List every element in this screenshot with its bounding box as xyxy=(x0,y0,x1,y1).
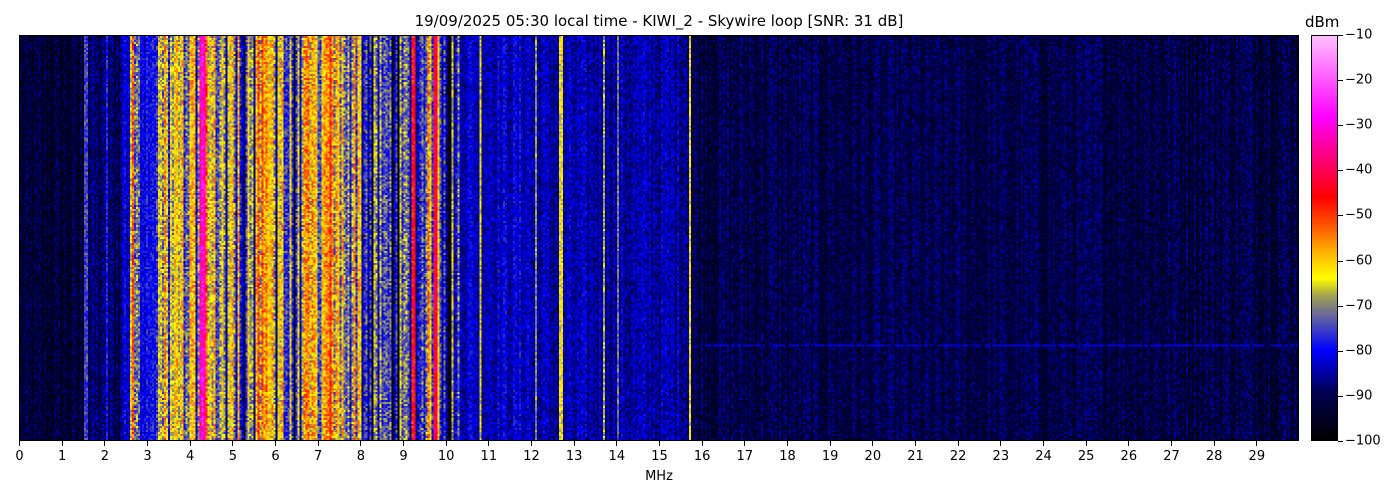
x-tick xyxy=(1128,441,1130,446)
colorbar-tick xyxy=(1338,395,1343,397)
x-tick xyxy=(531,441,532,446)
colorbar-tick xyxy=(1338,80,1343,82)
colorbar-tick-label: −20 xyxy=(1345,72,1373,88)
x-tick xyxy=(915,441,916,446)
x-tick xyxy=(829,441,831,446)
x-tick xyxy=(445,441,447,446)
waterfall-heatmap xyxy=(20,36,1298,440)
colorbar-tick-label: −100 xyxy=(1345,433,1381,449)
colorbar-tick-label: −30 xyxy=(1345,117,1373,133)
x-tick xyxy=(957,441,959,446)
x-tick-label: 21 xyxy=(907,449,924,464)
x-tick-label: 16 xyxy=(693,449,711,464)
x-tick-label: 3 xyxy=(143,449,152,464)
x-tick xyxy=(1256,441,1258,446)
x-tick xyxy=(147,441,148,446)
x-tick-label: 9 xyxy=(399,449,408,464)
colorbar-tick xyxy=(1338,35,1343,36)
colorbar-tick-label: −50 xyxy=(1345,207,1373,223)
x-tick xyxy=(1043,441,1044,446)
x-tick xyxy=(189,441,191,446)
x-tick xyxy=(488,441,490,446)
x-tick-label: 10 xyxy=(437,449,455,464)
x-tick xyxy=(19,441,20,446)
x-tick-label: 11 xyxy=(480,449,498,464)
colorbar-tick-label: −90 xyxy=(1345,388,1373,404)
x-tick-label: 13 xyxy=(565,449,583,464)
x-tick xyxy=(1213,441,1215,446)
x-tick xyxy=(317,441,319,446)
x-tick-label: 12 xyxy=(523,449,540,464)
x-tick-label: 1 xyxy=(58,449,67,464)
x-tick-label: 0 xyxy=(15,449,24,464)
x-tick xyxy=(701,441,703,446)
x-tick-label: 18 xyxy=(779,449,796,464)
colorbar-label: dBm xyxy=(1305,13,1340,31)
x-tick xyxy=(104,441,106,446)
x-tick-label: 6 xyxy=(271,449,280,464)
colorbar-tick-label: −40 xyxy=(1345,162,1373,178)
x-tick-label: 2 xyxy=(100,449,109,464)
x-tick xyxy=(1171,441,1172,446)
x-tick xyxy=(872,441,874,446)
x-tick xyxy=(659,441,660,446)
x-tick-label: 23 xyxy=(992,449,1010,464)
colorbar-tick xyxy=(1338,441,1343,442)
x-tick-label: 26 xyxy=(1120,449,1138,464)
colorbar-tick-label: −10 xyxy=(1345,27,1373,43)
x-tick xyxy=(360,441,362,446)
x-tick-label: 4 xyxy=(186,449,195,464)
x-tick xyxy=(403,441,404,446)
colorbar-tick-label: −70 xyxy=(1345,298,1373,314)
x-tick-label: 20 xyxy=(864,449,882,464)
colorbar-tick xyxy=(1338,305,1343,307)
colorbar-tick-label: −60 xyxy=(1345,253,1373,269)
colorbar-tick xyxy=(1338,350,1343,352)
colorbar-tick xyxy=(1338,215,1343,217)
x-tick xyxy=(232,441,234,446)
x-tick-label: 15 xyxy=(651,449,668,464)
x-tick xyxy=(787,441,788,446)
x-tick-label: 8 xyxy=(356,449,365,464)
colorbar-tick-label: −80 xyxy=(1345,343,1373,359)
waterfall-plot xyxy=(19,35,1299,441)
x-tick xyxy=(1000,441,1002,446)
x-tick xyxy=(744,441,746,446)
x-tick-label: 24 xyxy=(1035,449,1052,464)
x-tick-label: 14 xyxy=(608,449,626,464)
colorbar-tick xyxy=(1338,260,1343,262)
x-tick-label: 28 xyxy=(1205,449,1223,464)
x-tick xyxy=(573,441,575,446)
x-tick xyxy=(1085,441,1087,446)
chart-title: 19/09/2025 05:30 local time - KIWI_2 - S… xyxy=(414,12,904,30)
x-tick-label: 17 xyxy=(736,449,754,464)
colorbar-tick xyxy=(1338,125,1343,127)
x-tick-label: 22 xyxy=(949,449,967,464)
x-tick xyxy=(275,441,276,446)
x-tick-label: 25 xyxy=(1077,449,1095,464)
colorbar-tick xyxy=(1338,170,1343,172)
x-tick xyxy=(61,441,63,446)
x-tick-label: 5 xyxy=(228,449,237,464)
x-axis-label: MHz xyxy=(645,469,673,484)
x-tick-label: 27 xyxy=(1163,449,1180,464)
colorbar xyxy=(1311,35,1338,441)
x-tick-label: 29 xyxy=(1248,449,1266,464)
x-tick xyxy=(616,441,618,446)
x-tick-label: 19 xyxy=(821,449,839,464)
x-tick-label: 7 xyxy=(314,449,323,464)
